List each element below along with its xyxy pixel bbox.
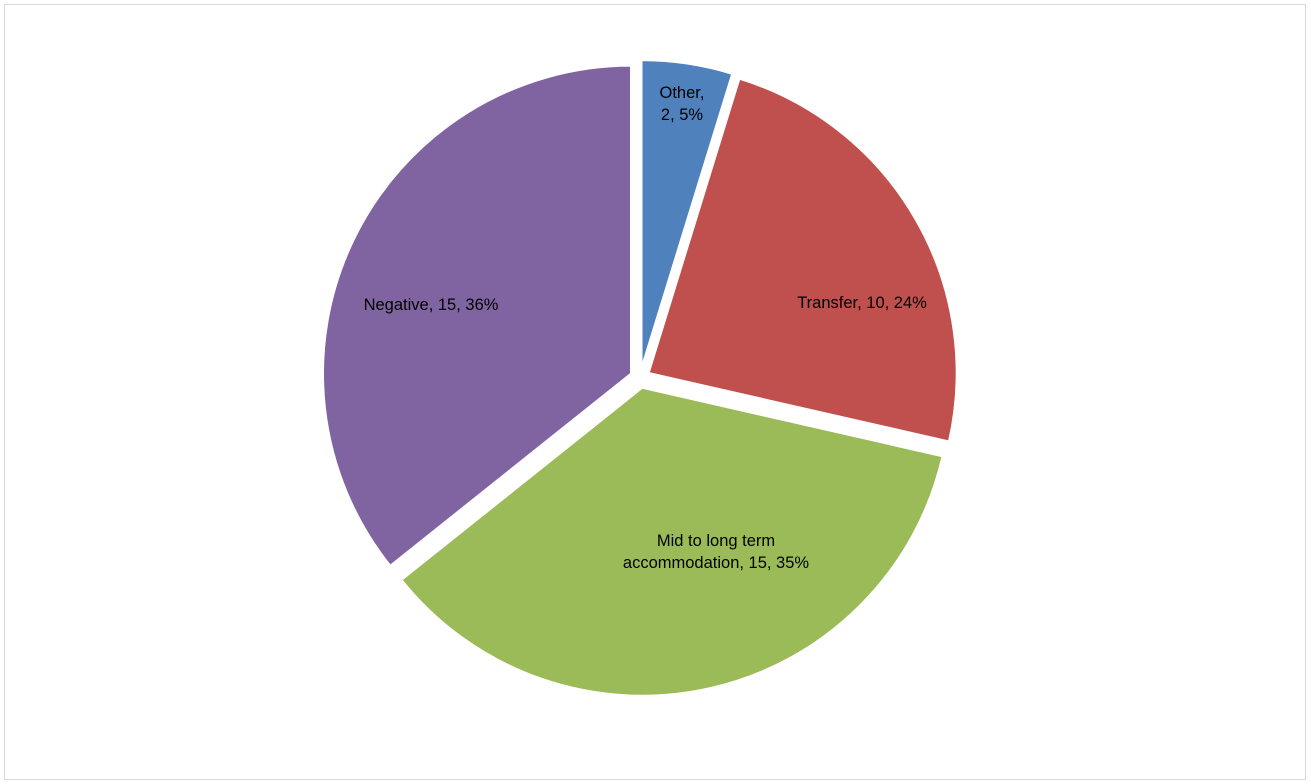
slice-label-negative: Negative, 15, 36% [364, 296, 499, 314]
pie-slice-other [640, 59, 734, 369]
slice-label-other: Other, 2, 5% [660, 84, 705, 124]
slice-label-transfer: Transfer, 10, 24% [797, 294, 927, 312]
pie-slice-transfer [647, 77, 958, 443]
pie-slice-mid-to-long-term-accommodation [400, 386, 944, 697]
slice-label-mid-to-long-term-accommodation: Mid to long term accommodation, 15, 35% [623, 532, 810, 572]
pie-slice-negative [322, 64, 632, 568]
